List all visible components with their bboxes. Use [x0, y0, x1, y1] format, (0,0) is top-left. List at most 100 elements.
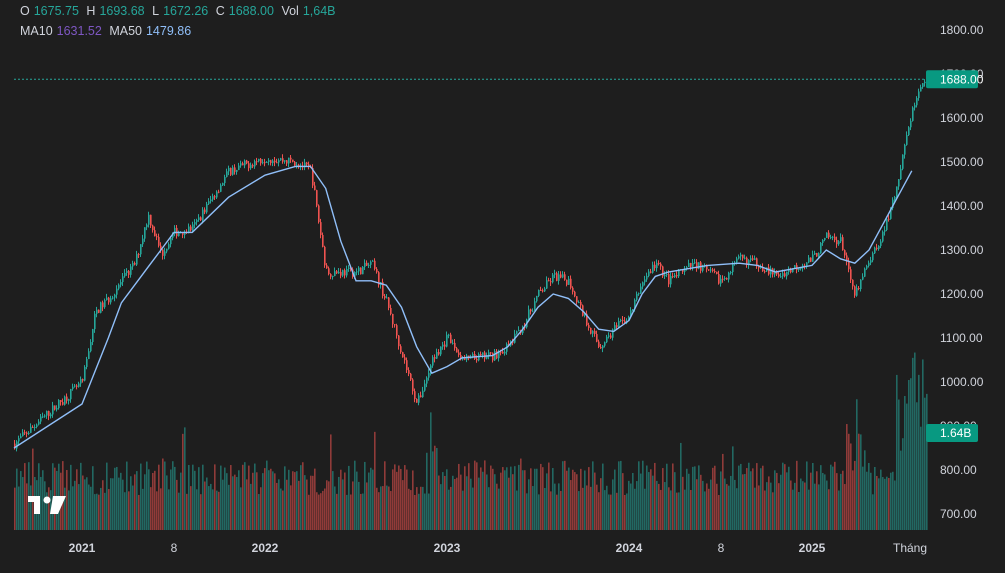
volume-bar	[274, 473, 276, 530]
candle-body	[442, 344, 444, 347]
volume-bar	[774, 470, 776, 530]
volume-bar	[870, 472, 872, 530]
candle-body	[138, 254, 140, 256]
volume-bar	[838, 490, 840, 530]
candle-body	[862, 276, 864, 280]
candle-body	[160, 245, 162, 250]
candle-body	[118, 284, 120, 289]
candle-body	[462, 358, 464, 360]
volume-bar	[254, 463, 256, 530]
volume-bar	[52, 463, 54, 530]
candle-body	[366, 262, 368, 266]
volume-bar	[442, 472, 444, 530]
candle-body	[838, 241, 840, 245]
tradingview-logo[interactable]	[28, 494, 68, 521]
candle-body	[376, 268, 378, 273]
candle-body	[344, 270, 346, 276]
volume-bar	[782, 462, 784, 530]
volume-bar	[216, 490, 218, 530]
volume-bar	[302, 462, 304, 530]
volume-bar	[872, 494, 874, 530]
volume-bar	[284, 466, 286, 530]
volume-bar	[324, 488, 326, 530]
volume-bar	[478, 477, 480, 530]
candle-body	[550, 281, 552, 283]
candle-body	[682, 269, 684, 272]
volume-bar	[16, 468, 18, 530]
candle-body	[182, 232, 184, 235]
candle-body	[444, 344, 446, 347]
volume-bar	[44, 481, 46, 530]
price-axis[interactable]: 1800.001700.001600.001500.001400.001300.…	[940, 23, 984, 521]
candle-body	[808, 257, 810, 263]
candle-body	[368, 264, 370, 266]
volume-bar	[588, 467, 590, 530]
candle-body	[162, 249, 164, 256]
volume-bar	[670, 490, 672, 530]
volume-bar	[772, 492, 774, 530]
volume-bar	[180, 472, 182, 530]
candle-body	[22, 432, 24, 437]
candle-body	[290, 157, 292, 160]
volume-bar	[194, 470, 196, 530]
volume-bar	[532, 486, 534, 530]
volume-bar	[890, 472, 892, 530]
candle-body	[866, 265, 868, 269]
volume-bar	[778, 483, 780, 530]
volume-bar	[734, 479, 736, 530]
candle-body	[724, 278, 726, 280]
volume-bar	[82, 475, 84, 530]
candle-body	[144, 227, 146, 239]
volume-bar	[122, 479, 124, 530]
candle-body	[230, 167, 232, 175]
volume-bar	[706, 483, 708, 530]
volume-bar	[340, 469, 342, 530]
volume-bar	[820, 465, 822, 530]
volume-bar	[232, 476, 234, 530]
volume-bar	[766, 482, 768, 530]
volume-bar	[138, 494, 140, 530]
volume-bar	[572, 469, 574, 530]
candle-body	[768, 267, 770, 275]
candle-body	[568, 278, 570, 285]
volume-bar	[832, 466, 834, 530]
volume-bar	[446, 469, 448, 530]
candle-body	[558, 274, 560, 281]
volume-bar	[186, 493, 188, 530]
candle-body	[716, 271, 718, 275]
volume-bar	[124, 492, 126, 530]
candle-body	[816, 253, 818, 257]
candle-body	[372, 260, 374, 262]
candle-body	[218, 191, 220, 193]
volume-bar	[510, 466, 512, 530]
candle-body	[610, 335, 612, 338]
candle-body	[530, 309, 532, 312]
volume-bar	[184, 427, 186, 530]
candle-body	[276, 162, 278, 164]
volume-bar	[330, 434, 332, 530]
candle-body	[850, 269, 852, 280]
volume-bar	[102, 480, 104, 530]
candle-body	[326, 265, 328, 269]
volume-bar	[356, 471, 358, 530]
volume-bar	[370, 467, 372, 530]
volume-bar	[814, 483, 816, 530]
candles	[14, 79, 928, 452]
candle-body	[560, 274, 562, 278]
candle-body	[576, 296, 578, 303]
time-tick-label: 8	[171, 541, 178, 555]
candle-body	[498, 351, 500, 359]
candle-body	[260, 158, 262, 164]
volume-bar	[636, 481, 638, 530]
time-axis[interactable]: 2021 8 2022 2023 2024 8 2025 Tháng	[69, 541, 927, 555]
candle-body	[134, 263, 136, 265]
volume-bar	[402, 480, 404, 530]
volume-bar	[824, 474, 826, 530]
candle-body	[362, 266, 364, 275]
volume-bar	[452, 475, 454, 530]
volume-value: 1,64B	[302, 4, 336, 18]
candle-body	[270, 160, 272, 164]
volume-bar	[602, 463, 604, 530]
volume-bar	[418, 493, 420, 530]
